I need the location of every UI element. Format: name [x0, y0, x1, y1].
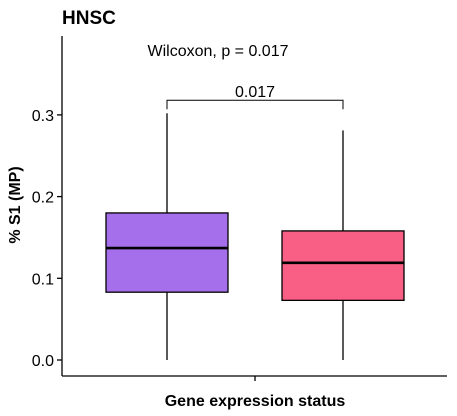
wilcoxon-label: Wilcoxon, p = 0.017	[148, 43, 289, 60]
y-tick-label: 0.3	[32, 108, 54, 125]
significance-bracket	[166, 99, 344, 110]
box-2	[281, 130, 405, 360]
y-axis-title: % S1 (MP)	[7, 166, 24, 243]
box-iqr	[281, 230, 405, 302]
y-tick-label: 0.0	[32, 353, 54, 370]
x-axis-title: Gene expression status	[165, 393, 346, 410]
annotations: Wilcoxon, p = 0.017 0.017	[148, 43, 344, 110]
chart-title: HNSC	[62, 8, 116, 29]
y-tick-label: 0.2	[32, 190, 54, 207]
y-axis: 0.0 0.1 0.2 0.3	[32, 36, 63, 376]
bracket-p-value: 0.017	[235, 84, 275, 101]
box-iqr	[105, 212, 229, 293]
y-tick-label: 0.1	[32, 271, 54, 288]
box-1	[105, 113, 229, 360]
boxes	[105, 113, 405, 360]
x-axis	[62, 375, 447, 381]
